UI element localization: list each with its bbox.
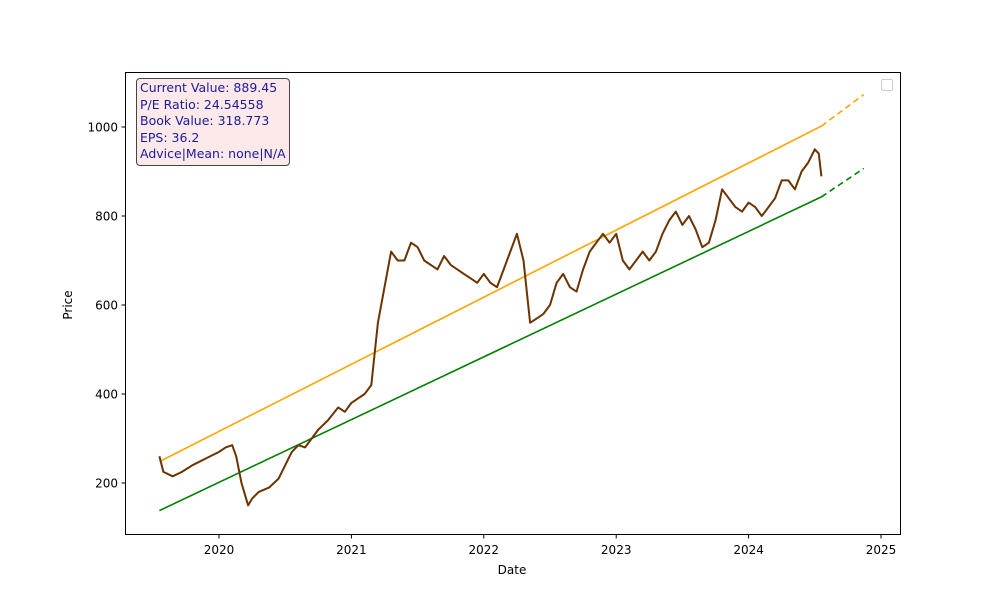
y-axis-label: Price	[61, 290, 75, 319]
y-axis: 200 400 600 800 1000	[87, 121, 126, 491]
empty-legend	[881, 79, 893, 91]
x-axis-label: Date	[498, 563, 527, 577]
y-tick-label: 400	[95, 388, 118, 402]
y-tick-label: 600	[95, 299, 118, 313]
y-tick-label: 800	[95, 210, 118, 224]
price-line	[158, 148, 823, 507]
y-tick-label: 1000	[87, 121, 118, 135]
eps-text: EPS: 36.2	[140, 129, 200, 145]
y-tick-label: 200	[95, 477, 118, 491]
x-tick-label: 2022	[469, 543, 500, 557]
book-value-text: Book Value: 318.773	[140, 113, 270, 128]
upper-band-projection-line	[820, 93, 865, 127]
x-tick-label: 2023	[601, 543, 632, 557]
x-axis: 2020 2021 2022 2023 2024 2025	[204, 534, 897, 557]
lower-band-projection-line	[820, 167, 865, 198]
x-tick-label: 2024	[733, 543, 764, 557]
upper-band-line	[159, 125, 822, 463]
stock-info-box: Current Value: 889.45 P/E Ratio: 24.5455…	[136, 78, 290, 166]
lower-band-line	[159, 196, 822, 512]
x-tick-label: 2021	[336, 543, 367, 557]
axes-frame	[125, 72, 901, 535]
x-tick-label: 2020	[204, 543, 235, 557]
pe-ratio-text: P/E Ratio: 24.54558	[140, 96, 264, 112]
current-value-text: Current Value: 889.45	[140, 80, 278, 95]
advice-mean-text: Advice|Mean: none|N/A	[140, 146, 286, 161]
x-tick-label: 2025	[866, 543, 897, 557]
